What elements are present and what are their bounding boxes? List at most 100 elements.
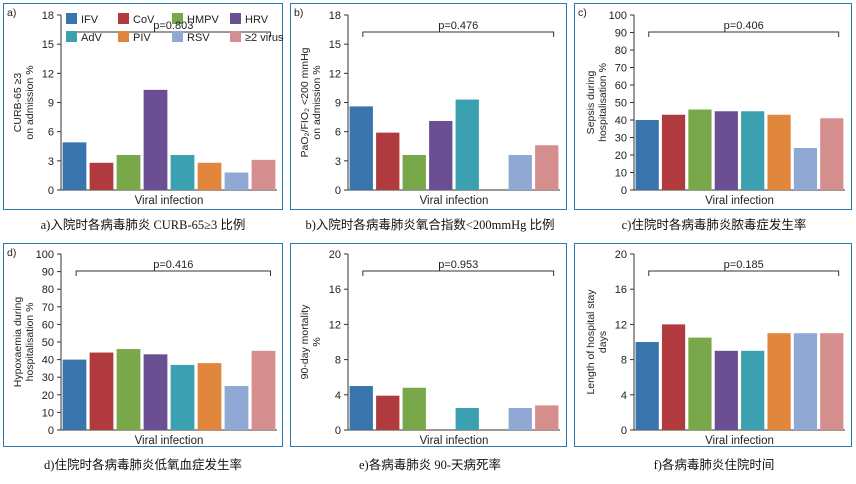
- legend-label: HRV: [245, 14, 269, 26]
- legend-swatch: [230, 31, 241, 42]
- legend-label: AdV: [81, 32, 102, 44]
- bar-2viruses: [251, 350, 276, 430]
- bar-hmpv: [116, 155, 141, 190]
- y-axis-label-line: on admission %: [311, 65, 323, 139]
- bar-adv: [455, 408, 479, 430]
- y-tick-label: 18: [329, 10, 341, 22]
- y-axis-label-line: %: [311, 337, 323, 346]
- bar-cov: [89, 162, 114, 190]
- y-axis-label-line: on admission %: [24, 65, 36, 139]
- bar-adv: [455, 99, 479, 190]
- bar-2viruses: [820, 333, 844, 430]
- bar-hmpv: [402, 387, 426, 430]
- y-axis-label-line: 90-day mortality: [299, 304, 311, 379]
- bar-hmpv: [116, 349, 141, 430]
- y-axis-label: Length of hospital staydays: [585, 289, 609, 395]
- bar-rsv: [224, 386, 249, 430]
- chart-a-svg: 0 3 6 9 12 15 18 Viral infection CURB-65 ≥3on ad…: [7, 7, 284, 207]
- y-tick-label: 60: [42, 319, 54, 331]
- chart-panel-e: 0 4 8 12 16 20 Viral infection 90-day mortality…: [290, 243, 567, 447]
- x-axis-label: Viral infection: [705, 435, 774, 447]
- y-axis-label-line: hospitalisation %: [24, 303, 36, 382]
- legend-label: RSV: [187, 32, 210, 44]
- y-tick-label: 0: [335, 425, 341, 437]
- bar-ifv: [635, 342, 659, 430]
- bar-hmpv: [402, 155, 426, 190]
- y-axis-label-line: Length of hospital stay: [585, 289, 597, 395]
- bar-cov: [661, 324, 686, 430]
- bar-hmpv: [688, 337, 712, 430]
- y-tick-label: 0: [621, 425, 627, 437]
- y-tick-label: 18: [42, 10, 54, 22]
- bar-hmpv: [688, 109, 712, 190]
- y-tick-label: 90: [615, 28, 627, 40]
- y-tick-label: 15: [42, 39, 54, 51]
- bar-2viruses: [251, 159, 276, 190]
- legend-swatch: [118, 13, 129, 24]
- y-tick-label: 16: [329, 284, 341, 296]
- legend-label: CoV: [133, 14, 155, 26]
- bar-rsv: [793, 333, 818, 430]
- y-tick-label: 4: [335, 390, 341, 402]
- bar-hrv: [714, 111, 738, 190]
- y-tick-label: 40: [42, 355, 54, 367]
- y-tick-label: 40: [615, 115, 627, 127]
- y-axis-label: Sepsis duringhospitalisation %: [585, 63, 609, 142]
- bar-adv: [170, 364, 195, 430]
- bar-rsv: [224, 172, 249, 190]
- chart-e-svg: 0 4 8 12 16 20 Viral infection 90-day mortality…: [299, 249, 560, 447]
- legend-swatch: [66, 13, 77, 24]
- x-axis-label: Viral infection: [135, 195, 204, 207]
- bar-piv: [767, 114, 791, 190]
- legend-swatch: [230, 13, 241, 24]
- chart-f-svg: 0 4 8 12 16 20 Viral infection Length of hospit…: [585, 249, 845, 447]
- y-tick-label: 12: [615, 319, 627, 331]
- legend-label: IFV: [81, 14, 99, 26]
- y-axis-label-line: hospitalisation %: [597, 63, 609, 142]
- y-axis-label-line: Sepsis during: [585, 71, 597, 135]
- y-tick-label: 8: [335, 355, 341, 367]
- p-value-bracket: [648, 31, 840, 37]
- x-axis-label: Viral infection: [420, 195, 489, 207]
- caption-d: d)住院时各病毒肺炎低氧血症发生率: [44, 458, 242, 472]
- y-tick-label: 12: [42, 68, 54, 80]
- y-tick-label: 0: [621, 185, 627, 197]
- p-value-bracket: [362, 270, 555, 276]
- y-tick-label: 6: [48, 127, 54, 139]
- bar-cov: [89, 352, 114, 430]
- panel-label: c): [578, 7, 587, 19]
- bar-ifv: [62, 359, 87, 430]
- legend-swatch: [172, 13, 183, 24]
- y-tick-label: 8: [621, 355, 627, 367]
- chart-panel-b: 0 3 6 9 12 15 18 Viral infection PaO₂/FIO₂ <200 …: [290, 3, 567, 210]
- bar-2viruses: [535, 145, 559, 190]
- y-axis-label: 90-day mortality%: [299, 304, 323, 379]
- y-tick-label: 20: [42, 390, 54, 402]
- bar-adv: [741, 111, 765, 190]
- p-value-bracket: [362, 31, 555, 37]
- chart-panel-f: 0 4 8 12 16 20 Viral infection Length of hospit…: [574, 243, 852, 447]
- bar-rsv: [793, 148, 818, 190]
- y-tick-label: 20: [615, 249, 627, 261]
- chart-panel-a: 0 3 6 9 12 15 18 Viral infection CURB-65 ≥3on ad…: [3, 3, 284, 210]
- y-tick-label: 10: [615, 168, 627, 180]
- bar-hrv: [714, 350, 738, 430]
- y-tick-label: 12: [329, 68, 341, 80]
- bar-piv: [197, 363, 222, 430]
- y-tick-label: 6: [335, 127, 341, 139]
- y-tick-label: 16: [615, 284, 627, 296]
- y-tick-label: 9: [48, 98, 54, 110]
- bar-hrv: [143, 89, 168, 190]
- bar-cov: [376, 395, 400, 430]
- caption-a: a)入院时各病毒肺炎 CURB-65≥3 比例: [40, 218, 246, 232]
- bar-piv: [197, 162, 222, 190]
- y-tick-label: 10: [42, 407, 54, 419]
- bar-cov: [376, 132, 400, 190]
- panel-label: d): [7, 247, 16, 259]
- bar-hrv: [429, 120, 453, 190]
- p-value-label: p=0.953: [438, 259, 478, 271]
- legend-swatch: [118, 31, 129, 42]
- y-tick-label: 60: [615, 80, 627, 92]
- y-tick-label: 0: [48, 185, 54, 197]
- y-axis-label: Hypoxaemia duringhospitalisation %: [12, 297, 36, 388]
